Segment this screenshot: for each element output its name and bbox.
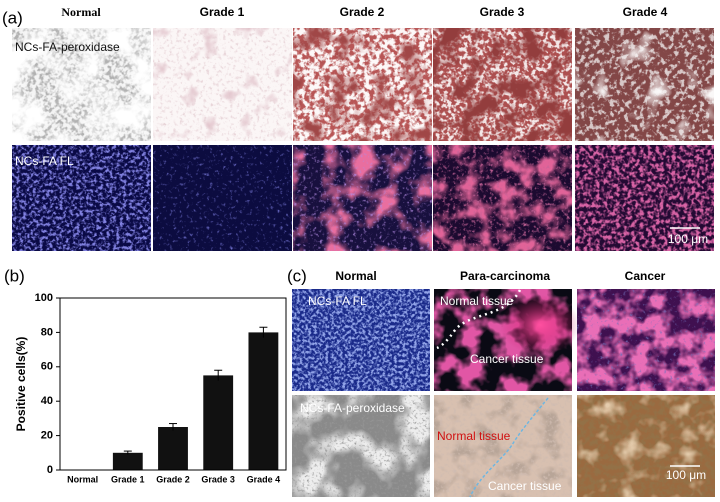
- image-texture: [434, 395, 572, 497]
- column-label: Cancer: [625, 269, 666, 283]
- micrographs: [12, 28, 715, 497]
- tissue-boundary: [469, 397, 549, 498]
- column-label: Grade 3: [480, 5, 525, 19]
- bar: [248, 332, 279, 470]
- x-tick-label: Grade 1: [111, 474, 145, 484]
- column-label: Normal: [335, 269, 376, 283]
- y-tick-label: 80: [41, 326, 53, 338]
- micrograph: [292, 289, 430, 391]
- micrograph: [433, 145, 572, 251]
- annotation: Normal tissue: [437, 429, 511, 443]
- image-texture: [577, 289, 715, 391]
- image-texture: [575, 28, 714, 141]
- panel-label: (b): [4, 266, 25, 285]
- bar: [158, 427, 188, 470]
- micrograph: [433, 28, 572, 141]
- y-tick-label: 100: [35, 292, 53, 304]
- micrograph: [153, 28, 292, 141]
- micrograph: [434, 395, 572, 497]
- row-label: NCs-FA-peroxidase: [15, 40, 120, 54]
- micrograph: [434, 289, 580, 391]
- micrograph: [293, 28, 432, 141]
- plot-frame: [59, 297, 287, 471]
- x-tick-label: Normal: [67, 474, 98, 484]
- micrograph: [12, 28, 151, 141]
- micrograph: [575, 28, 714, 141]
- image-texture: [292, 289, 430, 391]
- micrograph: [577, 289, 715, 391]
- image-texture: [12, 28, 151, 141]
- micrograph: [577, 395, 715, 497]
- image-texture: [12, 145, 151, 251]
- y-tick-label: 60: [41, 361, 53, 373]
- micrograph: [12, 145, 151, 251]
- row-label: NCs-FA FL: [308, 294, 367, 308]
- panel-label: (c): [287, 266, 307, 285]
- image-texture: [433, 145, 572, 251]
- y-tick-label: 20: [41, 430, 53, 442]
- column-label: Grade 2: [340, 5, 385, 19]
- micrograph: [292, 395, 430, 497]
- column-label: Normal: [61, 5, 101, 19]
- image-texture: [575, 145, 714, 251]
- column-label: Para-carcinoma: [460, 269, 550, 283]
- scale-bar-label: 100 μm: [668, 232, 708, 246]
- image-texture: [577, 395, 715, 497]
- x-tick-label: Grade 2: [156, 474, 190, 484]
- annotation: Cancer tissue: [488, 479, 562, 493]
- row-label: NCs-FA-peroxidase: [300, 401, 405, 415]
- micrograph: [575, 145, 714, 251]
- bar-chart: 0 20 40 60 80 100 Normal Grade 1 Grade 2 Grade 3 G…: [35, 292, 287, 484]
- image-texture: [433, 28, 572, 141]
- bar: [112, 452, 143, 470]
- y-axis-label: Positive cells(%): [14, 337, 28, 432]
- image-texture: [153, 28, 292, 141]
- micrograph: [293, 145, 432, 251]
- image-texture: [500, 295, 580, 355]
- image-texture: [292, 395, 430, 497]
- annotation: Normal tissue: [440, 294, 514, 308]
- image-texture: [153, 145, 292, 251]
- image-texture: [293, 28, 432, 141]
- panel-label: (a): [2, 8, 23, 27]
- y-tick-label: 0: [47, 464, 53, 476]
- x-tick-label: Grade 3: [201, 474, 235, 484]
- micrograph: [153, 145, 292, 251]
- image-texture: [293, 145, 432, 251]
- bar: [203, 375, 234, 470]
- annotation: Cancer tissue: [470, 352, 544, 366]
- tissue-boundary: [436, 289, 522, 350]
- column-label: Grade 4: [623, 5, 668, 19]
- row-label: NCs-FA FL: [15, 154, 74, 168]
- scale-bar-label: 100 μm: [666, 468, 706, 482]
- column-label: Grade 1: [200, 5, 245, 19]
- y-tick-label: 40: [41, 395, 53, 407]
- x-tick-label: Grade 4: [247, 474, 281, 484]
